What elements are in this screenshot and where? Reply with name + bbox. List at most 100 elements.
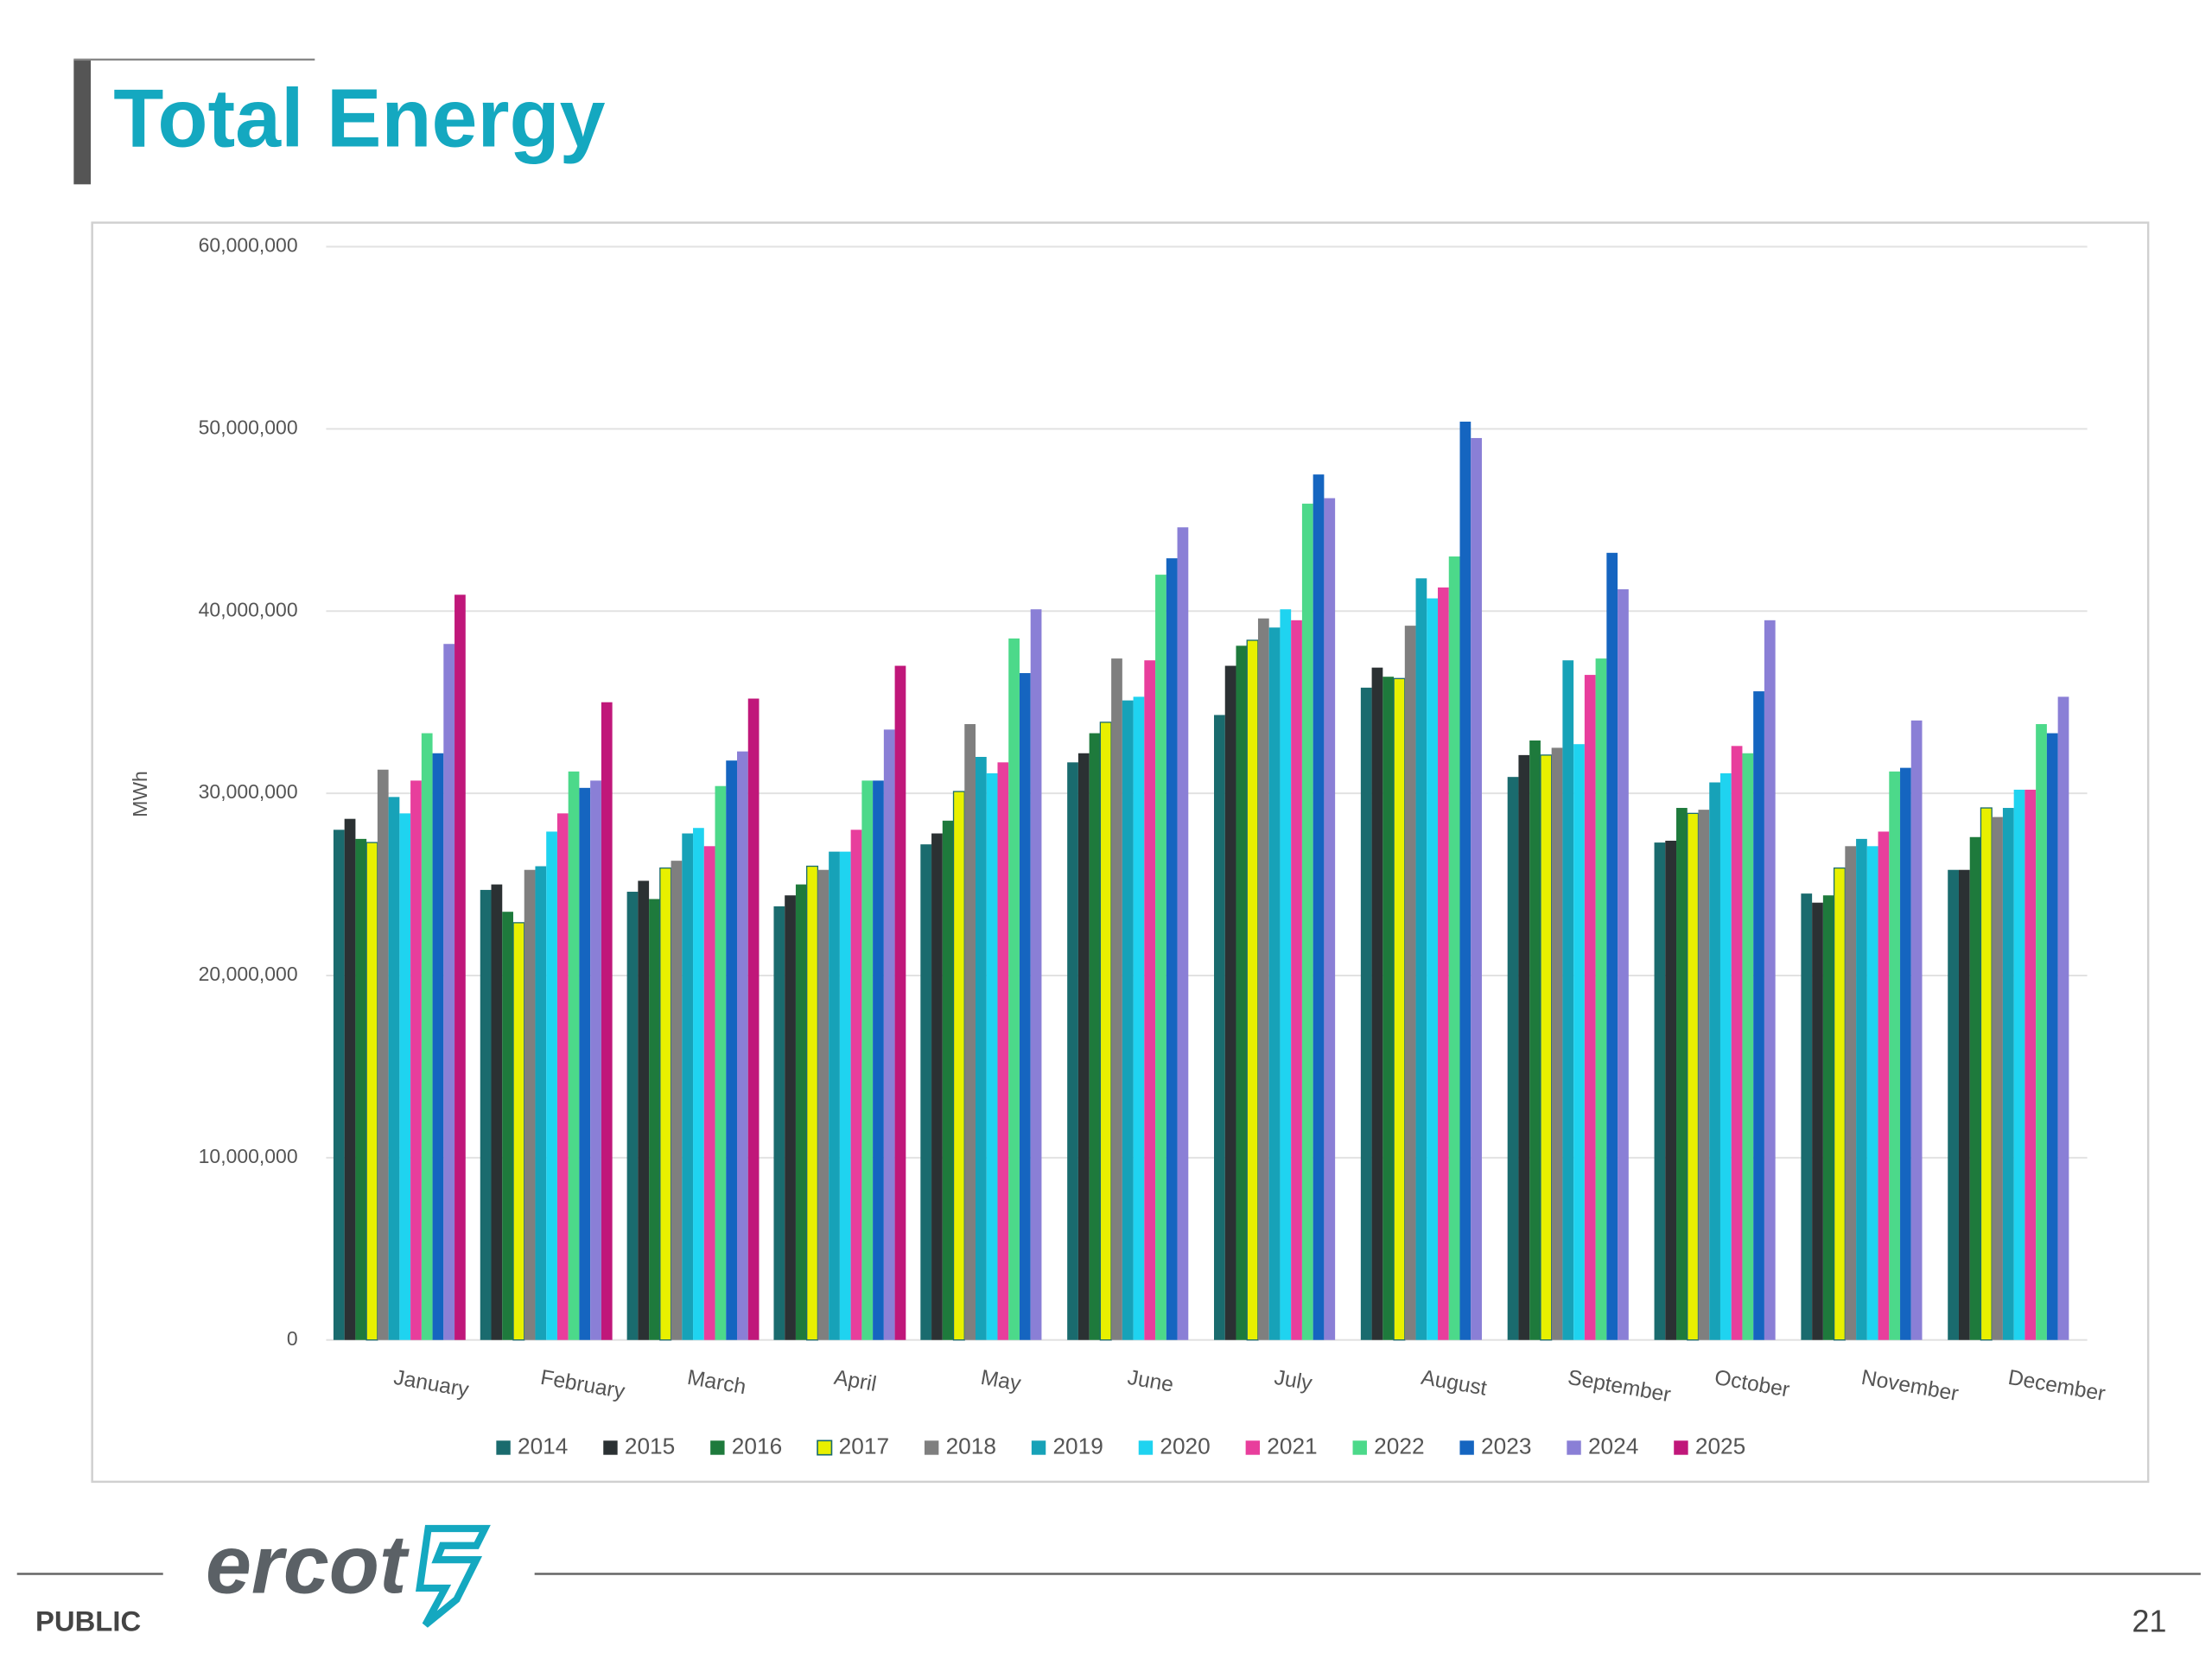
bar xyxy=(432,753,444,1340)
bar xyxy=(1177,527,1189,1340)
legend-swatch xyxy=(1567,1440,1581,1455)
bar xyxy=(1404,626,1416,1340)
y-tick-label: 10,000,000 xyxy=(199,1145,298,1167)
legend-label: 2020 xyxy=(1160,1433,1210,1459)
bar xyxy=(693,828,704,1340)
bar xyxy=(1122,700,1134,1340)
y-tick-label: 60,000,000 xyxy=(199,234,298,257)
logo-mark xyxy=(416,1524,491,1628)
y-tick-label: 0 xyxy=(287,1327,298,1350)
legend-label: 2018 xyxy=(946,1433,996,1459)
bar xyxy=(1415,578,1427,1340)
bar xyxy=(747,698,760,1340)
bar xyxy=(388,797,400,1340)
bar xyxy=(785,895,796,1340)
bar xyxy=(1753,691,1764,1340)
legend-swatch xyxy=(1245,1440,1261,1455)
bar xyxy=(873,780,884,1340)
bar xyxy=(2057,696,2069,1340)
bar xyxy=(410,780,422,1340)
bar xyxy=(839,851,851,1340)
bar xyxy=(1246,639,1259,1341)
bar xyxy=(659,867,672,1341)
legend-label: 2014 xyxy=(518,1433,568,1459)
legend-label: 2025 xyxy=(1695,1433,1745,1459)
logo-text: ercot xyxy=(206,1519,410,1611)
bar xyxy=(1910,720,1923,1340)
bar xyxy=(454,594,466,1340)
legend-swatch xyxy=(1138,1440,1154,1455)
bar xyxy=(1900,767,1911,1340)
bar xyxy=(795,884,807,1340)
bar xyxy=(2013,789,2025,1340)
bar xyxy=(726,760,738,1340)
bar xyxy=(502,912,513,1340)
bar xyxy=(1709,782,1720,1340)
bar xyxy=(1280,609,1292,1340)
bar xyxy=(682,833,694,1340)
bar xyxy=(579,787,591,1340)
bar xyxy=(920,844,932,1340)
y-tick-label: 20,000,000 xyxy=(199,963,298,985)
bar xyxy=(829,851,840,1340)
bar xyxy=(1812,902,1823,1340)
bar xyxy=(1518,754,1530,1340)
bar xyxy=(1144,660,1156,1340)
bar xyxy=(377,769,389,1340)
bar xyxy=(1067,762,1078,1340)
bar xyxy=(491,884,503,1340)
bar xyxy=(1393,677,1406,1341)
y-tick-label: 50,000,000 xyxy=(199,416,298,438)
legend-label: 2015 xyxy=(625,1433,675,1459)
bar xyxy=(1077,753,1090,1340)
bar xyxy=(524,869,536,1340)
legend-swatch xyxy=(817,1440,833,1456)
bar xyxy=(512,922,525,1341)
bar xyxy=(1236,645,1248,1340)
bar xyxy=(737,751,748,1340)
legend-label: 2019 xyxy=(1052,1433,1103,1459)
bar xyxy=(1089,733,1101,1340)
bar xyxy=(1665,840,1677,1340)
bar xyxy=(703,846,715,1340)
bar xyxy=(1992,817,2003,1340)
bar xyxy=(1438,587,1449,1340)
bar xyxy=(590,780,601,1340)
bar xyxy=(1801,893,1813,1340)
bar xyxy=(1562,660,1574,1340)
legend-swatch xyxy=(1459,1440,1474,1455)
bar xyxy=(2046,733,2058,1340)
bar xyxy=(1324,498,1336,1340)
legend-label: 2021 xyxy=(1267,1433,1317,1459)
legend-label: 2023 xyxy=(1481,1433,1531,1459)
legend-swatch xyxy=(496,1440,511,1455)
bar xyxy=(1133,696,1145,1340)
bar xyxy=(1856,838,1867,1340)
bar xyxy=(1448,556,1460,1340)
bar xyxy=(626,892,639,1340)
legend-swatch xyxy=(1031,1440,1046,1455)
bar xyxy=(1719,772,1732,1340)
bar xyxy=(1224,665,1236,1340)
bar xyxy=(1111,658,1122,1340)
bar xyxy=(1698,810,1710,1340)
bar xyxy=(1969,836,1981,1340)
bar xyxy=(1618,588,1629,1340)
bar xyxy=(1214,715,1225,1340)
bar xyxy=(1687,812,1700,1341)
legend-label: 2022 xyxy=(1374,1433,1424,1459)
bar xyxy=(1459,421,1471,1340)
bar xyxy=(546,831,557,1340)
bar xyxy=(773,906,785,1340)
bar xyxy=(1866,846,1878,1340)
bar xyxy=(1958,869,1970,1340)
bar xyxy=(1155,575,1166,1340)
bar xyxy=(399,813,411,1340)
legend-label: 2024 xyxy=(1588,1433,1638,1459)
bar xyxy=(1371,667,1383,1340)
bar xyxy=(1360,687,1372,1340)
page-number: 21 xyxy=(2132,1604,2166,1639)
bar xyxy=(1471,437,1482,1340)
bar xyxy=(480,889,492,1340)
